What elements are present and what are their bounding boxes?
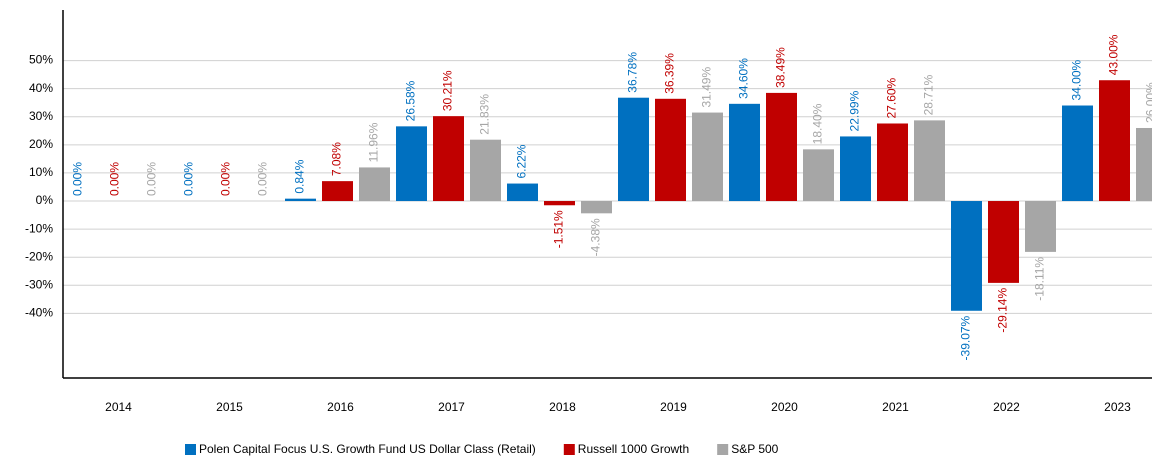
bar bbox=[692, 112, 723, 202]
y-tick-label: -30% bbox=[25, 277, 53, 291]
bar bbox=[655, 98, 686, 202]
bar bbox=[1136, 127, 1152, 202]
bar bbox=[285, 198, 316, 202]
data-label: 28.71% bbox=[922, 74, 936, 115]
data-label: 0.00% bbox=[71, 162, 85, 196]
data-label: 27.60% bbox=[885, 77, 899, 118]
data-label: 18.40% bbox=[811, 103, 825, 144]
bar bbox=[433, 116, 464, 202]
data-label: 22.99% bbox=[848, 90, 862, 131]
data-label: 0.84% bbox=[293, 159, 307, 193]
x-tick-label: 2015 bbox=[216, 400, 243, 414]
data-label: 26.00% bbox=[1144, 82, 1152, 123]
data-label: 38.49% bbox=[774, 47, 788, 88]
data-label: 11.96% bbox=[367, 122, 381, 162]
y-tick-label: 0% bbox=[36, 193, 54, 207]
bar bbox=[507, 183, 538, 202]
data-label: -18.11% bbox=[1033, 257, 1047, 301]
legend-label: Polen Capital Focus U.S. Growth Fund US … bbox=[199, 442, 536, 456]
bar bbox=[544, 201, 575, 206]
x-tick-label: 2023 bbox=[1104, 400, 1131, 414]
x-tick-label: 2019 bbox=[660, 400, 687, 414]
x-tick-label: 2014 bbox=[105, 400, 132, 414]
x-tick-label: 2016 bbox=[327, 400, 354, 414]
y-tick-label: -40% bbox=[25, 306, 53, 320]
data-label: 26.58% bbox=[404, 80, 418, 121]
x-tick-label: 2022 bbox=[993, 400, 1020, 414]
x-tick-label: 2020 bbox=[771, 400, 798, 414]
legend-swatch bbox=[717, 444, 729, 455]
bar bbox=[618, 97, 649, 202]
y-tick-label: 20% bbox=[29, 137, 53, 151]
data-label: 0.00% bbox=[219, 162, 233, 196]
bar bbox=[988, 201, 1019, 283]
bar bbox=[877, 123, 908, 202]
bar bbox=[840, 136, 871, 202]
legend-label: Russell 1000 Growth bbox=[578, 442, 689, 456]
legend-swatch bbox=[563, 444, 575, 455]
data-label: 34.00% bbox=[1070, 59, 1084, 100]
data-label: -39.07% bbox=[959, 315, 973, 360]
y-tick-label: 10% bbox=[29, 165, 53, 179]
bar bbox=[470, 139, 501, 202]
legend-label: S&P 500 bbox=[731, 442, 778, 456]
data-label: 36.78% bbox=[626, 52, 640, 93]
data-label: 0.00% bbox=[256, 162, 270, 196]
y-tick-label: -20% bbox=[25, 249, 53, 263]
data-label: 36.39% bbox=[663, 53, 677, 94]
bar bbox=[766, 92, 797, 202]
data-label: 6.22% bbox=[515, 144, 529, 178]
bar bbox=[729, 103, 760, 202]
bar bbox=[359, 167, 390, 202]
data-label: -29.14% bbox=[996, 288, 1010, 333]
legend-swatch bbox=[185, 444, 196, 455]
y-tick-label: -10% bbox=[25, 221, 53, 235]
data-label: 7.08% bbox=[330, 142, 344, 176]
bar bbox=[581, 201, 612, 214]
data-label: 21.83% bbox=[478, 94, 492, 135]
y-tick-label: 30% bbox=[29, 109, 53, 123]
bar bbox=[396, 126, 427, 202]
bar bbox=[1025, 201, 1056, 252]
data-label: 31.49% bbox=[700, 67, 714, 108]
y-tick-label: 40% bbox=[29, 81, 53, 95]
y-tick-label: 50% bbox=[29, 53, 53, 67]
bar bbox=[803, 149, 834, 202]
data-label: -4.38% bbox=[589, 218, 603, 256]
bar bbox=[951, 201, 982, 311]
bar bbox=[1062, 105, 1093, 202]
bar bbox=[1099, 80, 1130, 202]
data-label: 0.00% bbox=[108, 162, 122, 196]
data-label: 30.21% bbox=[441, 70, 455, 111]
x-tick-label: 2018 bbox=[549, 400, 576, 414]
data-label: -1.51% bbox=[552, 210, 566, 248]
x-tick-label: 2017 bbox=[438, 400, 465, 414]
data-label: 0.00% bbox=[182, 162, 196, 196]
x-tick-label: 2021 bbox=[882, 400, 909, 414]
bar bbox=[914, 120, 945, 202]
data-label: 34.60% bbox=[737, 58, 751, 99]
data-label: 0.00% bbox=[145, 162, 159, 196]
bar bbox=[322, 181, 353, 202]
data-label: 43.00% bbox=[1107, 34, 1121, 75]
